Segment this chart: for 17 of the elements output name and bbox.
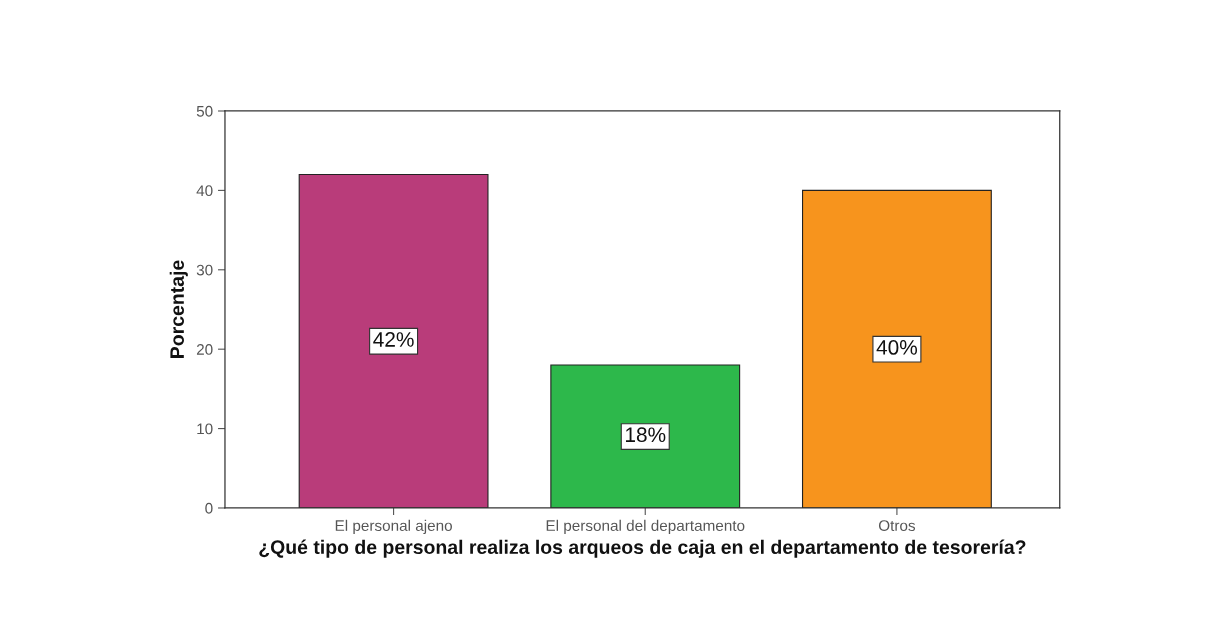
bar — [298, 173, 489, 508]
y-axis-title: Porcentaje — [169, 260, 188, 358]
x-tick-label: El personal ajeno — [335, 519, 452, 535]
y-tick-label: 50 — [196, 105, 213, 117]
y-tick-label: 10 — [197, 423, 213, 435]
y-tick-label: 40 — [196, 185, 213, 197]
x-axis-title: ¿Qué tipo de personal realiza los arqueos de caja en el departamento de tesorería? — [259, 539, 1026, 558]
data-label: 18% — [625, 427, 666, 443]
x-tick-label: Otros — [878, 520, 916, 531]
y-tick-label: 20 — [196, 344, 213, 355]
bar — [801, 189, 992, 508]
x-tick-label: El personal del departamento — [546, 519, 745, 535]
y-tick-label: 0 — [205, 502, 213, 514]
data-label: 42% — [373, 332, 414, 347]
bar — [550, 364, 741, 508]
y-tick-label: 30 — [196, 264, 213, 276]
data-label: 40% — [876, 340, 918, 355]
